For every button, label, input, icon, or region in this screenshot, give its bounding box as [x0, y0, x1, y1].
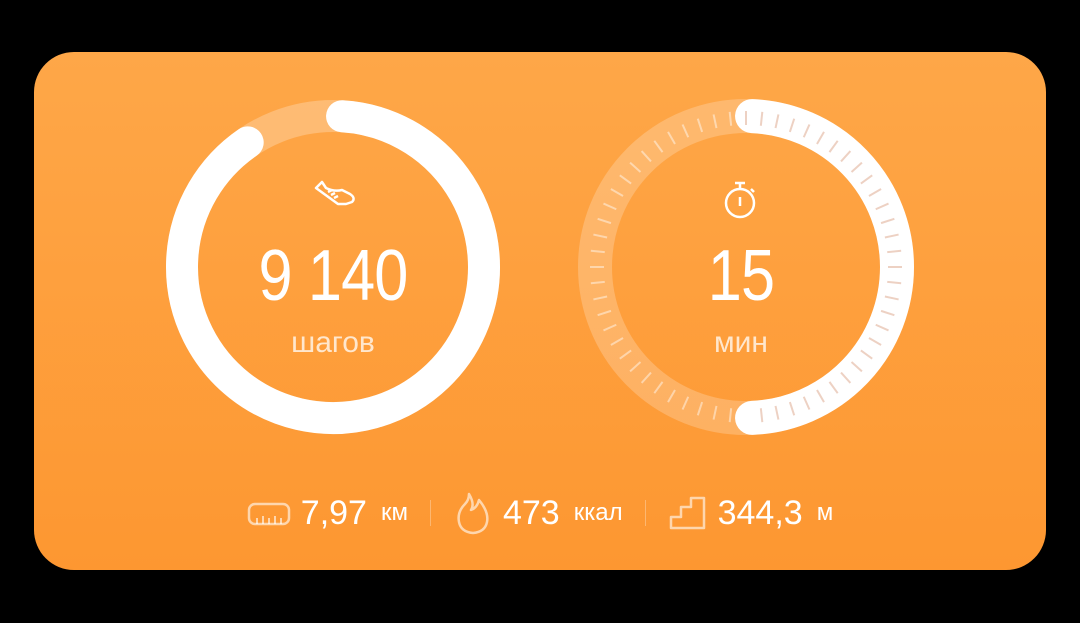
tick-mark [860, 174, 873, 185]
stopwatch-icon [724, 181, 756, 219]
minutes-display: 15 мин [621, 240, 861, 360]
tick-mark [850, 161, 863, 173]
tick-mark [816, 131, 825, 145]
steps-ring-progress [166, 100, 500, 434]
stat-calories: 473 ккал [431, 490, 645, 536]
tick-mark [610, 337, 624, 346]
tick-mark [884, 295, 899, 301]
tick-mark [840, 371, 852, 384]
stat-elevation: 344,3 м [646, 494, 856, 533]
tick-mark [696, 118, 704, 133]
tick-mark [880, 309, 895, 317]
tick-mark [681, 396, 690, 410]
tick-mark [653, 381, 664, 394]
tick-mark [712, 114, 718, 129]
tick-mark [802, 396, 811, 410]
tick-mark [667, 131, 676, 145]
divider [644, 500, 646, 526]
tick-mark [875, 202, 889, 211]
calories-unit: ккал [573, 499, 623, 526]
tick-mark [597, 309, 612, 317]
tick-mark [653, 140, 664, 153]
tick-mark [884, 233, 899, 239]
tick-mark [887, 280, 902, 285]
steps-display: 9 140 шагов [213, 240, 453, 360]
elevation-value: 344,3 [717, 493, 803, 532]
tick-mark [860, 349, 873, 360]
distance-unit: км [380, 499, 408, 526]
stats-row: 7,97 км 473 ккал 344,3 м [0, 490, 1080, 536]
ruler-icon [247, 502, 291, 526]
stat-distance: 7,97 км [225, 494, 430, 533]
tick-mark [593, 295, 608, 301]
tick-mark [603, 323, 617, 332]
divider [429, 500, 431, 526]
minutes-unit: мин [714, 326, 768, 359]
tick-mark [759, 408, 764, 423]
tick-mark [597, 217, 612, 225]
tick-mark [629, 161, 642, 173]
calories-value: 473 [502, 493, 560, 532]
minutes-ring-ticks [590, 111, 902, 423]
tick-mark [788, 118, 796, 133]
tick-mark [667, 389, 676, 403]
tick-mark [828, 381, 839, 394]
steps-unit: шагов [291, 326, 375, 359]
tick-mark [868, 188, 882, 197]
tick-mark [850, 361, 863, 373]
tick-mark [774, 114, 780, 129]
tick-mark [696, 401, 704, 416]
tick-mark [816, 389, 825, 403]
tick-mark [840, 150, 852, 163]
flame-icon [457, 492, 489, 535]
tick-mark [875, 323, 889, 332]
tick-mark [728, 408, 733, 423]
tick-mark [619, 174, 632, 185]
stairs-icon [669, 496, 705, 530]
tick-mark [774, 405, 780, 420]
tick-mark [590, 249, 605, 254]
tick-mark [610, 188, 624, 197]
tick-mark [728, 111, 733, 126]
distance-value: 7,97 [300, 493, 367, 532]
tick-mark [640, 371, 652, 384]
tick-mark [681, 124, 690, 138]
tick-mark [802, 124, 811, 138]
tick-mark [629, 361, 642, 373]
tick-mark [619, 349, 632, 360]
tick-mark [593, 233, 608, 239]
tick-mark [788, 401, 796, 416]
tick-mark [712, 405, 718, 420]
steps-value: 9 140 [258, 236, 409, 316]
tick-mark [868, 337, 882, 346]
tick-mark [887, 249, 902, 254]
tick-mark [828, 140, 839, 153]
tick-mark [880, 217, 895, 225]
elevation-unit: м [816, 499, 834, 526]
tick-mark [590, 280, 605, 285]
tick-mark [603, 202, 617, 211]
tick-mark [759, 111, 764, 126]
sneaker-icon [314, 180, 355, 206]
tick-mark [640, 150, 652, 163]
minutes-value: 15 [707, 236, 775, 316]
